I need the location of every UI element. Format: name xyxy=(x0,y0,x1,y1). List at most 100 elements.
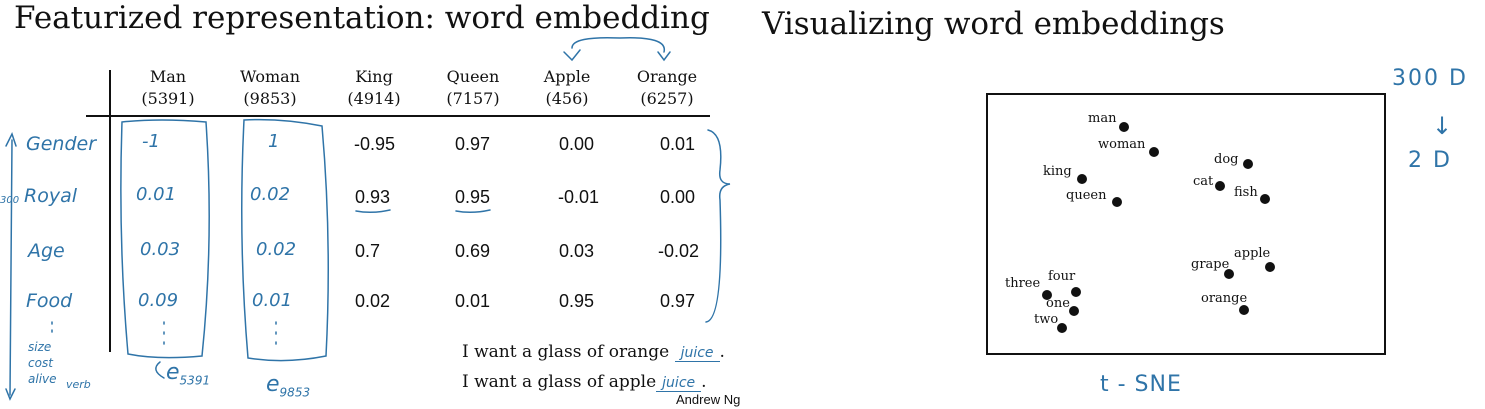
cell-man-age: 0.03 xyxy=(140,239,181,260)
column-word: Queen xyxy=(446,67,500,86)
embedding-label-woman: e9853 xyxy=(266,372,310,399)
example-sentence-2: I want a glass of apple juice. xyxy=(462,372,707,392)
arc-left-arrow-icon xyxy=(563,49,581,62)
point-one xyxy=(1069,306,1079,316)
point-label-grape: grape xyxy=(1191,257,1230,272)
underline-king-royal xyxy=(355,209,391,214)
point-label-four: four xyxy=(1048,269,1076,284)
left-title: Featurized representation: word embeddin… xyxy=(14,0,710,36)
point-label-woman: woman xyxy=(1098,137,1146,152)
point-apple xyxy=(1265,262,1275,272)
vector-box-woman xyxy=(241,118,329,362)
cell-apple-food: 0.95 xyxy=(559,291,595,311)
cell-apple-royal: -0.01 xyxy=(558,187,600,207)
feature-label-food: Food xyxy=(26,290,73,312)
point-label-two: two xyxy=(1034,312,1059,327)
cell-woman-gender: 1 xyxy=(268,131,280,152)
point-dog xyxy=(1243,159,1253,169)
column-header-apple: Apple (456) xyxy=(517,66,617,110)
cell-orange-age: -0.02 xyxy=(658,241,700,261)
cell-orange-gender: 0.01 xyxy=(660,134,696,154)
column-header-queen: Queen (7157) xyxy=(423,66,523,110)
cell-apple-age: 0.03 xyxy=(559,241,595,261)
column-index: (5391) xyxy=(141,89,195,108)
point-label-one: one xyxy=(1046,296,1070,311)
cell-woman-royal: 0.02 xyxy=(250,184,291,205)
author-credit: Andrew Ng xyxy=(676,392,741,407)
column-word: Man xyxy=(149,67,187,86)
embedding-subscript: 5391 xyxy=(179,373,211,388)
cell-woman-food: 0.01 xyxy=(252,290,293,311)
cell-orange-food: 0.97 xyxy=(660,291,696,311)
cell-man-gender: -1 xyxy=(142,131,160,152)
method-label: t - SNE xyxy=(1100,372,1182,397)
underline-queen-royal xyxy=(455,209,491,214)
embedding-letter: e xyxy=(166,360,180,385)
point-orange xyxy=(1239,305,1249,315)
feature-label-royal: Royal xyxy=(24,185,77,207)
arc-right-arrow-icon xyxy=(657,51,671,62)
feature-axis-line xyxy=(9,139,13,396)
cell-orange-royal: 0.00 xyxy=(660,187,696,207)
embedding-subscript: 9853 xyxy=(279,385,311,400)
column-word: Apple xyxy=(543,67,591,86)
point-label-apple: apple xyxy=(1234,246,1271,261)
cell-king-gender: -0.95 xyxy=(354,134,396,154)
sentence-period: . xyxy=(719,342,725,362)
cell-woman-age: 0.02 xyxy=(256,239,297,260)
embedding-label-man: e5391 xyxy=(166,360,210,387)
cell-man-royal: 0.01 xyxy=(136,184,177,205)
point-label-three: three xyxy=(1005,276,1041,291)
sentence-fill: juice xyxy=(656,375,702,392)
column-index: (6257) xyxy=(640,89,694,108)
column-index: (7157) xyxy=(446,89,500,108)
sentence-fill: juice xyxy=(674,345,720,362)
dims-2d: 2 D xyxy=(1408,148,1452,173)
example-sentence-1: I want a glass of orange juice. xyxy=(462,342,725,362)
point-three xyxy=(1042,290,1052,300)
apple-orange-arc xyxy=(571,36,665,53)
point-label-man: man xyxy=(1088,111,1117,126)
feature-axis-up-arrow-icon xyxy=(5,132,17,147)
cell-king-royal: 0.93 xyxy=(355,187,391,207)
point-woman xyxy=(1149,147,1159,157)
column-header-orange: Orange (6257) xyxy=(617,66,717,110)
sentence-period: . xyxy=(701,372,707,392)
column-index: (456) xyxy=(545,89,589,108)
embedding-plot-box xyxy=(986,93,1386,355)
point-label-cat: cat xyxy=(1193,174,1214,189)
dims-300d: 300 D xyxy=(1392,66,1468,91)
point-cat xyxy=(1215,181,1225,191)
embedding-letter: e xyxy=(266,372,280,397)
point-man xyxy=(1119,122,1129,132)
dims-note: 300 xyxy=(0,195,20,206)
column-header-king: King (4914) xyxy=(324,66,424,110)
cell-queen-age: 0.69 xyxy=(455,241,491,261)
cell-king-food: 0.02 xyxy=(355,291,391,311)
point-grape xyxy=(1224,269,1234,279)
feature-axis-down-arrow-icon xyxy=(5,388,16,401)
feature-more-alive: alive xyxy=(28,372,57,386)
column-word: Woman xyxy=(239,67,300,86)
feature-more-verb: verb xyxy=(66,378,91,391)
sentence-text: I want a glass of orange xyxy=(462,342,670,362)
embedding-leader-man xyxy=(155,361,165,379)
feature-label-age: Age xyxy=(28,240,65,262)
feature-more-cost: cost xyxy=(28,356,53,370)
column-index: (4914) xyxy=(347,89,401,108)
right-bracket xyxy=(705,129,731,323)
point-fish xyxy=(1260,194,1270,204)
column-word: King xyxy=(355,67,393,86)
point-four xyxy=(1071,287,1081,297)
point-label-king: king xyxy=(1043,164,1072,179)
vector-box-man xyxy=(120,119,210,359)
feature-label-gender: Gender xyxy=(26,133,97,155)
cell-man-food: 0.09 xyxy=(138,290,179,311)
reduction-arrow-icon: ↓ xyxy=(1432,112,1453,140)
column-header-man: Man (5391) xyxy=(118,66,218,110)
point-label-orange: orange xyxy=(1201,291,1248,306)
cell-apple-gender: 0.00 xyxy=(559,134,595,154)
point-label-fish: fish xyxy=(1234,185,1258,200)
point-queen xyxy=(1112,197,1122,207)
